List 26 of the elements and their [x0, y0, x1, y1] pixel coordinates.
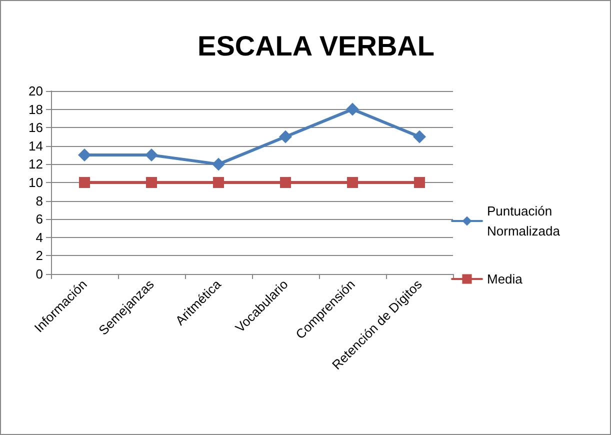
y-tick-label: 4: [36, 230, 43, 245]
point: [212, 158, 225, 171]
point: [414, 177, 425, 188]
y-tick-label: 8: [36, 193, 43, 208]
y-tick-label: 2: [36, 248, 43, 264]
chart-title: ESCALA VERBAL: [198, 30, 434, 62]
point: [145, 148, 158, 162]
point: [413, 130, 426, 144]
point: [346, 102, 359, 116]
point: [280, 177, 291, 188]
y-tick-label: 14: [28, 138, 43, 154]
point: [347, 177, 358, 188]
y-tick-label: 0: [36, 266, 43, 282]
point: [213, 177, 224, 188]
y-tick-label: 18: [28, 102, 43, 117]
point: [146, 177, 157, 188]
legend-label: Puntuación Normalizada: [487, 204, 561, 238]
y-tick-label: 16: [28, 120, 43, 136]
y-tick-label: 12: [28, 156, 43, 172]
point: [78, 148, 91, 162]
point: [79, 177, 90, 188]
y-tick-label: 10: [28, 175, 43, 190]
legend-label: Media: [487, 272, 524, 286]
point: [279, 130, 292, 144]
y-tick-label: 20: [28, 84, 43, 98]
y-tick-label: 6: [36, 212, 43, 227]
